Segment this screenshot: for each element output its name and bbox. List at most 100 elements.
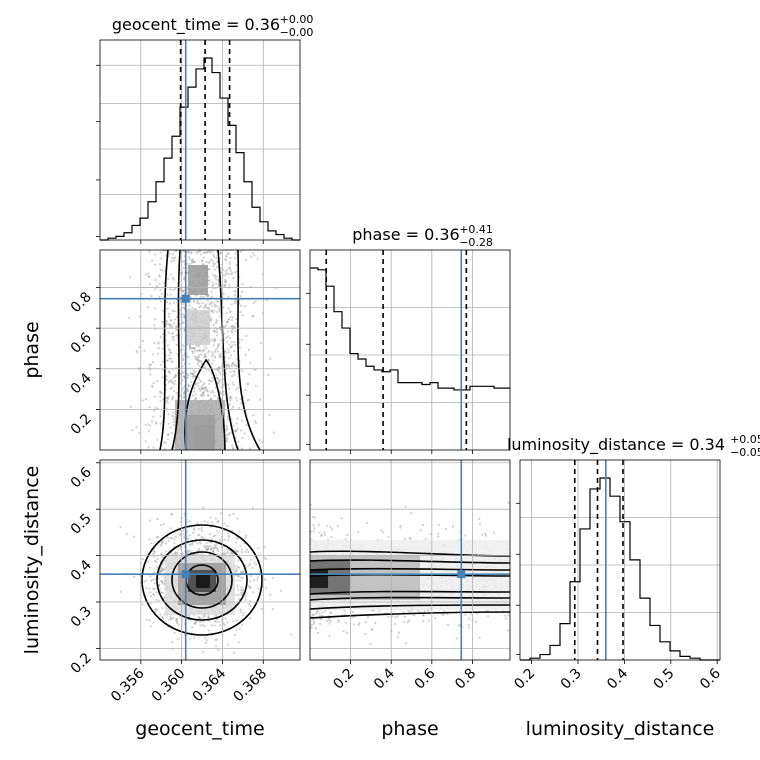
scatter-point [231, 325, 234, 328]
scatter-point [183, 392, 186, 395]
scatter-point [233, 548, 236, 551]
scatter-point [418, 610, 421, 613]
scatter-point [232, 552, 235, 555]
scatter-point [216, 346, 219, 350]
scatter-point [173, 542, 176, 545]
scatter-point [215, 543, 218, 546]
scatter-point [169, 379, 172, 383]
scatter-point [214, 304, 217, 307]
scatter-point [182, 290, 185, 293]
scatter-point [231, 361, 234, 364]
scatter-point [212, 273, 215, 276]
scatter-point [151, 384, 154, 387]
scatter-point [202, 387, 206, 390]
scatter-point [210, 338, 214, 341]
scatter-point [249, 361, 252, 364]
scatter-point [210, 547, 213, 550]
scatter-point [203, 386, 206, 390]
scatter-point [316, 610, 319, 614]
scatter-point [215, 266, 219, 269]
scatter-point [241, 588, 244, 591]
scatter-point [207, 279, 210, 283]
scatter-point [149, 579, 153, 582]
scatter-point [227, 433, 230, 436]
scatter-point [219, 252, 222, 255]
scatter-point [236, 588, 240, 591]
scatter-point [456, 637, 459, 640]
scatter-point [197, 356, 200, 359]
scatter-point [148, 587, 151, 590]
scatter-point [198, 528, 201, 531]
ytick-label-phase: 0.4 [68, 370, 95, 397]
scatter-point [159, 300, 162, 303]
scatter-point [214, 620, 217, 623]
scatter-point [194, 396, 198, 399]
panel-phase-vs-luminosity_distance-frame [309, 459, 511, 661]
scatter-point [196, 542, 199, 545]
scatter-point [199, 250, 202, 253]
scatter-point [199, 616, 202, 620]
scatter-point [226, 552, 229, 555]
scatter-point [203, 348, 206, 351]
scatter-point [506, 629, 510, 632]
scatter-point [191, 375, 194, 379]
scatter-point [200, 388, 204, 391]
scatter-point [225, 427, 229, 430]
scatter-point [234, 252, 237, 255]
scatter-point [240, 586, 243, 589]
scatter-point [193, 370, 196, 373]
scatter-point [171, 641, 174, 644]
scatter-point [211, 376, 214, 380]
scatter-point [394, 615, 397, 619]
scatter-point [237, 566, 241, 569]
scatter-point [206, 548, 209, 551]
scatter-point [234, 343, 237, 346]
scatter-point [419, 529, 422, 532]
scatter-point [154, 318, 157, 321]
hist-luminosity_distance-title-sub: −0.05 [730, 446, 760, 459]
scatter-point [238, 530, 241, 533]
panel-phase-vs-luminosity_distance-density-cell [310, 570, 328, 588]
scatter-point [228, 364, 231, 367]
scatter-point [310, 623, 313, 626]
scatter-point [181, 348, 184, 351]
scatter-point [150, 294, 153, 298]
scatter-point [357, 531, 360, 534]
scatter-point [227, 330, 230, 333]
scatter-point [246, 382, 250, 385]
scatter-point [234, 565, 237, 568]
scatter-point [203, 520, 206, 523]
scatter-point [189, 295, 192, 298]
scatter-point [217, 344, 220, 347]
ylabel-phase: phase [21, 321, 43, 378]
scatter-point [224, 617, 228, 620]
scatter-point [218, 342, 221, 346]
scatter-point [159, 565, 163, 569]
scatter-point [201, 623, 204, 627]
scatter-point [244, 537, 247, 540]
scatter-point [229, 316, 232, 319]
scatter-point [215, 615, 218, 618]
scatter-point [194, 375, 197, 378]
scatter-point [236, 537, 240, 540]
scatter-point [154, 610, 157, 613]
scatter-point [175, 333, 178, 337]
scatter-point [168, 324, 171, 328]
scatter-point [171, 395, 175, 398]
scatter-point [194, 294, 198, 297]
scatter-point [187, 383, 190, 386]
scatter-point [241, 436, 244, 439]
scatter-point [344, 621, 347, 624]
scatter-point [231, 381, 234, 384]
scatter-point [198, 302, 201, 305]
scatter-point [154, 307, 157, 310]
scatter-point [421, 619, 425, 623]
scatter-point [324, 609, 327, 612]
panel-phase-vs-luminosity_distance-content [310, 540, 510, 619]
scatter-point [320, 618, 323, 621]
scatter-point [147, 560, 150, 563]
scatter-point [327, 618, 330, 621]
ytick-label-phase: 0.8 [68, 289, 95, 316]
scatter-point [141, 339, 145, 343]
scatter-point [219, 326, 222, 329]
